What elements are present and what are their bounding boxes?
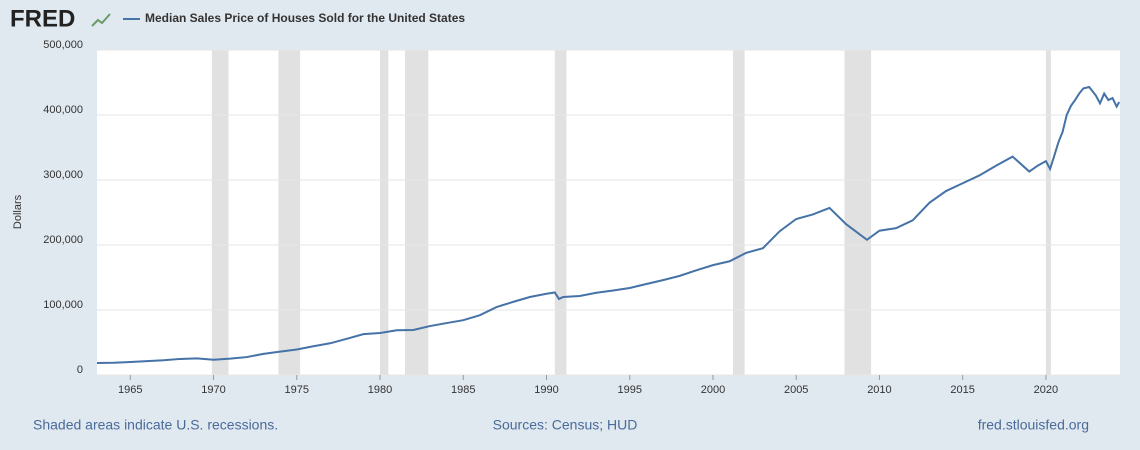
x-tick-label: 1965	[118, 384, 142, 396]
y-tick-label: 500,000	[43, 39, 83, 51]
footer-note: Shaded areas indicate U.S. recessions.	[33, 417, 278, 433]
y-tick-label: 0	[77, 364, 83, 376]
x-tick-label: 1970	[201, 384, 225, 396]
x-tick-label: 1990	[534, 384, 558, 396]
logo-icon	[91, 13, 111, 27]
recession-shade	[211, 50, 229, 375]
y-tick-label: 400,000	[43, 104, 83, 116]
y-axis-label: Dollars	[12, 194, 24, 229]
x-tick-label: 1975	[285, 384, 309, 396]
recession-shade	[380, 50, 389, 375]
recession-shade	[844, 50, 872, 375]
y-tick-label: 100,000	[43, 299, 83, 311]
recession-shade	[732, 50, 745, 375]
recession-shade	[404, 50, 429, 375]
x-tick-label: 2015	[950, 384, 974, 396]
x-tick-label: 1995	[617, 384, 641, 396]
recession-shade	[554, 50, 567, 375]
logo: FRED	[10, 5, 75, 32]
data-line	[96, 85, 1121, 364]
plot-area	[97, 50, 1120, 375]
x-tick-label: 2000	[701, 384, 725, 396]
recession-shade	[1045, 50, 1051, 375]
x-tick-label: 1980	[368, 384, 392, 396]
y-tick-label: 200,000	[43, 234, 83, 246]
x-tick-label: 1985	[451, 384, 475, 396]
recession-shade	[278, 50, 301, 375]
footer-credit: fred.stlouisfed.org	[978, 417, 1089, 433]
x-tick-label: 2005	[784, 384, 808, 396]
legend-label: Median Sales Price of Houses Sold for th…	[145, 11, 465, 25]
x-tick-label: 2010	[867, 384, 891, 396]
footer-source: Sources: Census; HUD	[493, 417, 638, 433]
y-tick-label: 300,000	[43, 169, 83, 181]
x-tick-label: 2020	[1034, 384, 1058, 396]
